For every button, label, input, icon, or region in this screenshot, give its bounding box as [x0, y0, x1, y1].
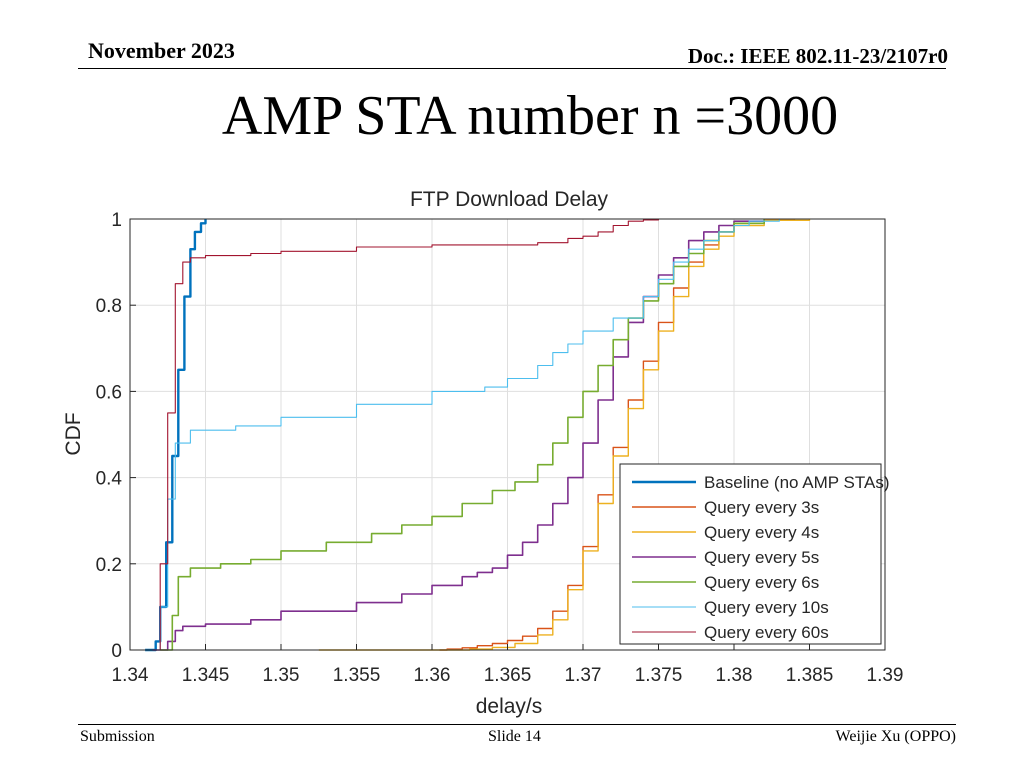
y-tick-label: 0.2 — [96, 555, 122, 576]
legend: Baseline (no AMP STAs) Query every 3s Quer… — [619, 463, 890, 645]
x-axis-ticks: 1.34 1.345 1.35 1.355 1.36 1.365 1.37 1.375 1.38… — [112, 644, 904, 686]
y-tick-label: 1 — [111, 210, 122, 231]
x-tick-label: 1.39 — [867, 665, 904, 686]
x-tick-label: 1.36 — [414, 665, 451, 686]
series-line-2 — [439, 219, 796, 651]
legend-box — [619, 463, 882, 645]
series-line-6 — [145, 219, 780, 651]
series-line-4 — [152, 219, 765, 651]
legend-label-1: Baseline (no AMP STAs) — [704, 473, 890, 492]
x-tick-label: 1.355 — [333, 665, 381, 686]
y-tick-label: 0.4 — [96, 469, 123, 490]
y-axis-label: CDF — [62, 412, 85, 455]
x-tick-label: 1.365 — [484, 665, 532, 686]
document-id: Doc.: IEEE 802.11-23/2107r0 — [687, 44, 948, 68]
x-tick-label: 1.345 — [182, 665, 230, 686]
legend-label-5: Query every 6s — [704, 573, 819, 592]
header-divider — [78, 68, 946, 69]
chart-title: FTP Download Delay — [410, 188, 609, 211]
footer-author: Weijie Xu (OPPO) — [835, 728, 956, 745]
x-axis-label: delay/s — [476, 695, 543, 718]
slide-number: Slide 14 — [488, 728, 541, 745]
x-tick-label: 1.375 — [635, 665, 683, 686]
legend-label-7: Query every 60s — [704, 623, 829, 642]
legend-label-4: Query every 5s — [704, 548, 819, 567]
series-line-7 — [145, 219, 660, 651]
x-tick-label: 1.37 — [565, 665, 602, 686]
x-tick-label: 1.34 — [112, 665, 149, 686]
series-line-5 — [160, 219, 765, 651]
footer-divider — [78, 724, 956, 725]
x-tick-label: 1.385 — [786, 665, 834, 686]
slide-date: November 2023 — [88, 38, 235, 63]
legend-label-2: Query every 3s — [704, 498, 819, 517]
y-axis-ticks: 0 0.2 0.4 0.6 0.8 1 — [96, 210, 136, 662]
legend-label-6: Query every 10s — [704, 598, 829, 617]
y-tick-label: 0.6 — [96, 382, 122, 403]
legend-label-3: Query every 4s — [704, 523, 819, 542]
y-tick-label: 0.8 — [96, 296, 122, 317]
data-series — [145, 219, 811, 652]
slide-title: AMP STA number n =3000 — [221, 85, 839, 147]
x-tick-label: 1.38 — [716, 665, 753, 686]
footer-submission: Submission — [80, 728, 155, 745]
x-tick-label: 1.35 — [263, 665, 300, 686]
y-tick-label: 0 — [111, 641, 122, 662]
